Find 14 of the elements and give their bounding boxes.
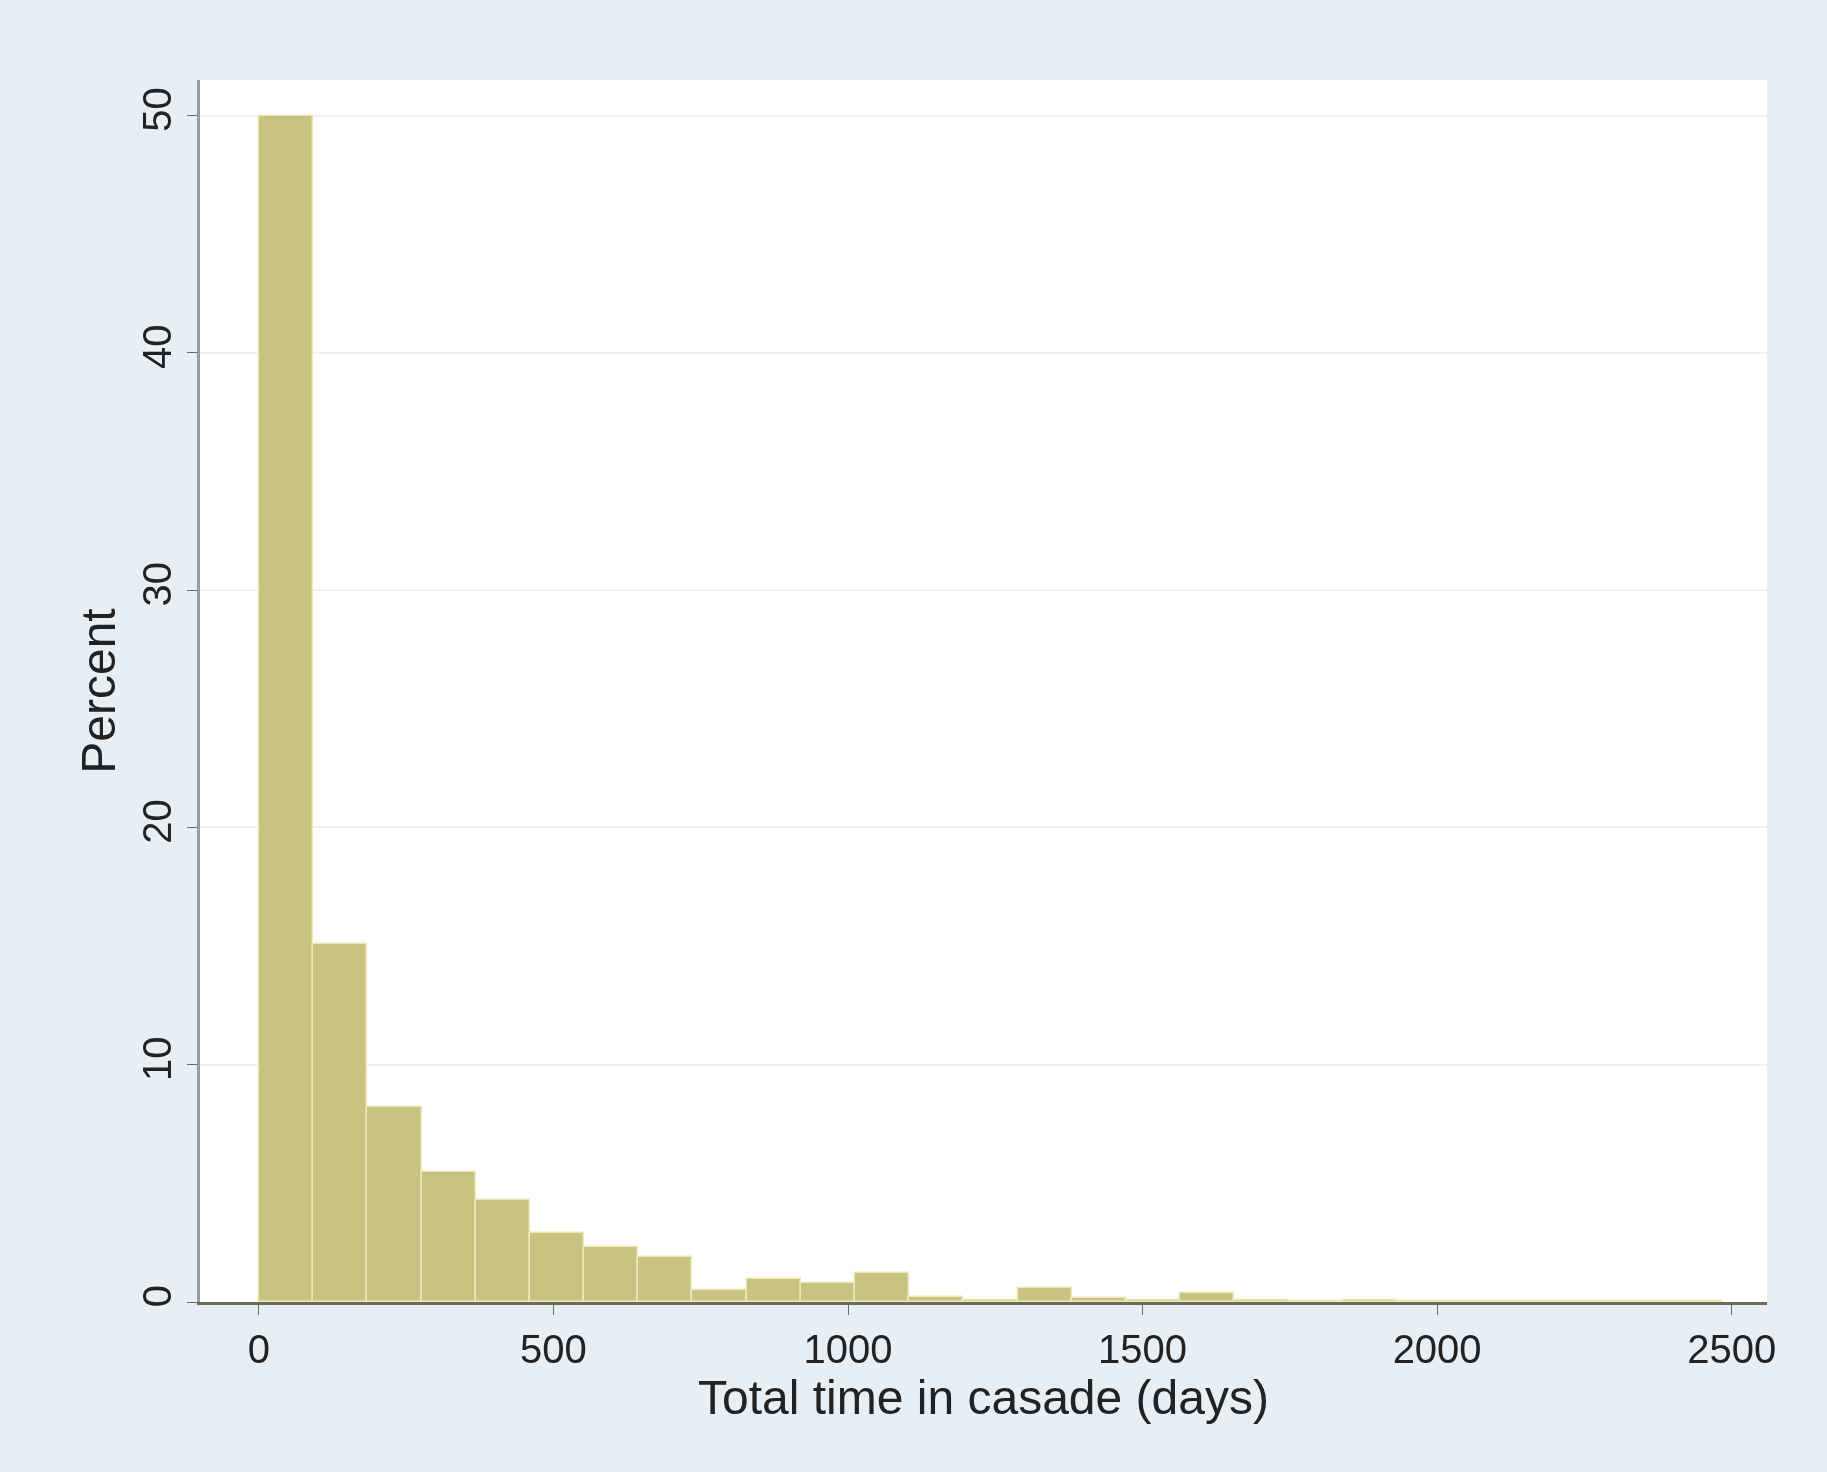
y-tick-label: 50 [135,87,179,132]
x-tick-label: 1000 [803,1327,893,1371]
y-tick-label: 20 [135,799,179,844]
y-tick-label: 0 [135,1284,179,1308]
x-tick-label: 0 [247,1327,271,1371]
y-tick-label: 30 [135,561,179,607]
x-tick-label: 2000 [1392,1327,1482,1371]
y-tick-label: 10 [135,1036,179,1081]
x-tick-label: 1500 [1098,1327,1188,1371]
y-tick-label: 40 [135,324,179,370]
x-tick-label: 500 [520,1327,587,1371]
x-axis-title: Total time in casade (days) [698,1371,1269,1424]
x-tick-label: 2500 [1687,1327,1777,1371]
y-axis-title: Percent [71,608,125,774]
